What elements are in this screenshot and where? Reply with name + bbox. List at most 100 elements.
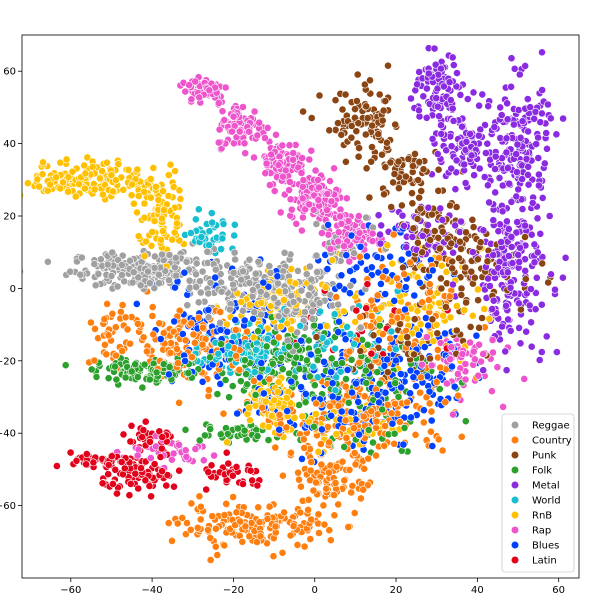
point-metal — [461, 179, 470, 187]
point-punk — [452, 326, 461, 335]
point-folk — [375, 379, 384, 388]
point-rap — [297, 169, 306, 177]
point-metal — [513, 168, 521, 176]
point-country — [332, 293, 341, 301]
points-group — [22, 44, 570, 564]
point-metal — [431, 60, 440, 69]
point-punk — [361, 130, 370, 139]
point-rap — [298, 194, 307, 203]
point-rnb — [81, 169, 90, 178]
point-punk — [315, 91, 324, 100]
point-metal — [528, 198, 537, 207]
y-tick-label: −40 — [0, 429, 16, 440]
point-reggae — [300, 308, 309, 316]
x-tick-label: 40 — [471, 585, 484, 596]
point-world — [387, 327, 396, 336]
point-metal — [424, 203, 433, 212]
x-tick-label: −20 — [223, 585, 244, 596]
point-country — [341, 382, 350, 391]
point-rnb — [283, 319, 292, 328]
point-country — [265, 375, 274, 384]
point-rnb — [151, 182, 160, 191]
point-punk — [436, 274, 445, 283]
point-blues — [423, 372, 432, 381]
point-world — [191, 215, 200, 224]
point-rap — [239, 103, 247, 111]
point-metal — [535, 356, 544, 364]
point-punk — [521, 233, 529, 241]
point-blues — [401, 283, 410, 292]
point-country — [425, 280, 434, 289]
point-rap — [324, 230, 333, 239]
point-reggae — [90, 260, 99, 268]
point-punk — [428, 210, 436, 219]
point-rnb — [460, 306, 469, 314]
point-latin — [162, 481, 171, 490]
point-folk — [262, 342, 271, 351]
point-blues — [386, 252, 394, 261]
point-punk — [337, 130, 346, 139]
point-blues — [327, 411, 336, 420]
point-punk — [415, 193, 424, 202]
point-reggae — [183, 301, 192, 310]
point-rap — [182, 452, 191, 461]
point-latin — [204, 468, 213, 476]
point-reggae — [171, 253, 180, 262]
point-latin — [109, 480, 117, 488]
point-latin — [89, 458, 98, 467]
point-metal — [552, 130, 561, 139]
point-metal — [433, 102, 442, 111]
point-reggae — [182, 257, 191, 266]
point-punk — [386, 158, 395, 167]
point-rnb — [134, 232, 143, 241]
point-latin — [158, 433, 167, 441]
point-rnb — [245, 403, 253, 412]
point-latin — [134, 484, 143, 493]
point-folk — [292, 341, 301, 350]
point-punk — [394, 157, 403, 166]
point-metal — [495, 173, 504, 182]
point-metal — [498, 207, 507, 216]
point-folk — [223, 429, 232, 438]
point-blues — [345, 289, 354, 298]
point-metal — [527, 318, 535, 327]
legend-marker-latin — [510, 555, 520, 565]
point-rap — [287, 205, 296, 214]
point-rnb — [68, 167, 77, 176]
point-metal — [533, 248, 542, 257]
point-folk — [131, 360, 140, 369]
point-folk — [206, 425, 215, 433]
point-rap — [278, 141, 287, 150]
point-punk — [382, 138, 391, 147]
point-reggae — [362, 213, 370, 222]
point-rnb — [140, 252, 149, 260]
point-punk — [369, 331, 378, 340]
point-metal — [374, 211, 383, 220]
point-folk — [254, 327, 262, 336]
point-folk — [390, 429, 399, 438]
point-punk — [403, 339, 412, 348]
point-country — [356, 494, 365, 503]
point-metal — [538, 86, 547, 94]
point-folk — [165, 363, 174, 371]
legend-marker-metal — [510, 480, 520, 490]
y-tick-label: 40 — [3, 139, 16, 150]
point-rnb — [322, 321, 331, 330]
point-blues — [362, 252, 371, 261]
point-metal — [533, 214, 542, 223]
point-metal — [449, 117, 458, 125]
point-blues — [399, 440, 408, 449]
point-latin — [207, 461, 216, 470]
point-metal — [415, 68, 424, 76]
point-metal — [515, 323, 523, 332]
point-rap — [461, 360, 470, 368]
point-world — [214, 349, 223, 358]
point-rap — [327, 197, 336, 206]
point-country — [441, 398, 450, 407]
point-metal — [514, 250, 523, 259]
point-reggae — [91, 281, 100, 290]
point-rap — [488, 336, 497, 344]
point-rap — [181, 87, 190, 96]
point-country — [238, 537, 247, 546]
